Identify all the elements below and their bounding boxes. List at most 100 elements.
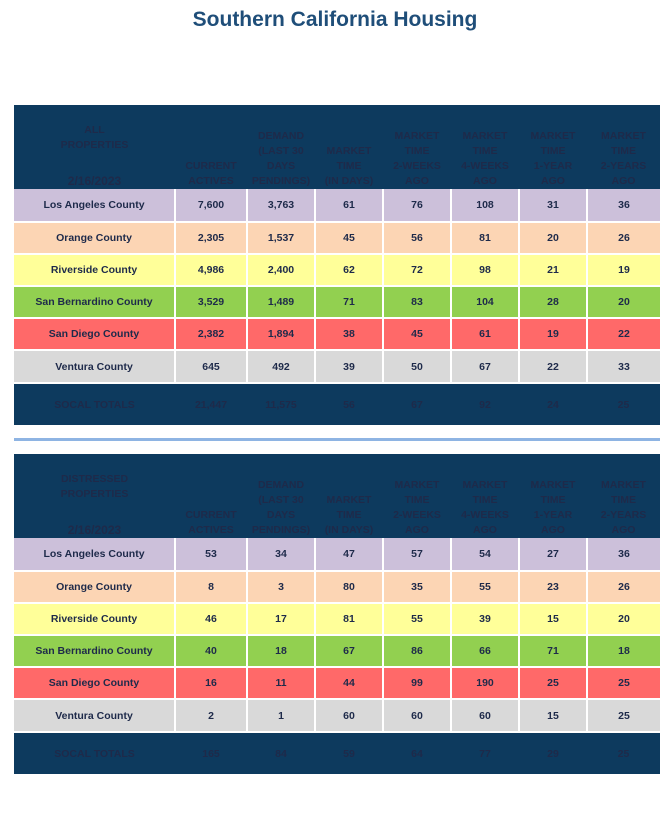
region-name: San Diego County bbox=[14, 667, 175, 700]
column-header-line: DEMAND bbox=[257, 479, 305, 491]
distressed-properties-table: DISTRESSED PROPERTIES 2/16/2023 CURRENT ACTI… bbox=[14, 454, 660, 774]
column-header: MARKET TIME 1-YEAR AGO bbox=[519, 454, 587, 538]
column-header: CURRENT ACTIVES bbox=[175, 105, 247, 189]
table-cell: 26 bbox=[586, 222, 660, 255]
column-header-line: TIME bbox=[610, 494, 637, 506]
table-cell: 99 bbox=[382, 667, 451, 700]
table-cell: 20 bbox=[586, 603, 660, 636]
table-cell: 67 bbox=[314, 635, 383, 668]
column-header-line: 2-YEARS bbox=[600, 509, 647, 521]
column-header-line: (LAST 30 bbox=[258, 494, 304, 506]
column-header-line: 4-WEEKS bbox=[461, 509, 509, 521]
column-header: DEMAND (LAST 30 DAYS PENDINGS) bbox=[247, 454, 315, 538]
table-cell: 53 bbox=[174, 538, 247, 572]
region-name: Ventura County bbox=[14, 350, 175, 384]
column-header-line: 1-YEAR bbox=[533, 509, 573, 521]
column-header-line: ACTIVES bbox=[188, 524, 234, 536]
table-cell: 71 bbox=[518, 635, 587, 668]
table-cell: 25 bbox=[586, 699, 660, 733]
column-header: MARKET TIME 2-YEARS AGO bbox=[587, 105, 660, 189]
column-header-line: AGO bbox=[611, 175, 636, 187]
table-row-los-angeles-county: Los Angeles County 53 34 47 57 54 27 36 bbox=[14, 538, 660, 572]
column-header-line: TIME bbox=[336, 160, 362, 172]
table-cell: 50 bbox=[382, 350, 451, 384]
totals-cell: 25 bbox=[587, 383, 660, 425]
column-header-line: PENDINGS) bbox=[251, 524, 311, 536]
column-header-line: CURRENT bbox=[185, 509, 237, 521]
section-label: ALL PROPERTIES bbox=[14, 123, 175, 153]
table-cell: 66 bbox=[450, 635, 519, 668]
column-header-line: TIME bbox=[404, 494, 430, 506]
table-cell: 36 bbox=[586, 538, 660, 572]
table-row-san-diego-county: San Diego County 2,382 1,894 38 45 61 19 22 bbox=[14, 318, 660, 351]
table-cell: 20 bbox=[586, 286, 660, 319]
section-label-line: PROPERTIES bbox=[60, 139, 129, 151]
table-cell: 22 bbox=[518, 350, 587, 384]
table-row-riverside-county: Riverside County 46 17 81 55 39 15 20 bbox=[14, 603, 660, 636]
column-header-line: MARKET bbox=[326, 494, 372, 506]
table-cell: 55 bbox=[450, 571, 519, 604]
column-header-line: AGO bbox=[405, 175, 429, 187]
column-header-line: DAYS bbox=[266, 509, 296, 521]
totals-cell: 165 bbox=[175, 732, 247, 774]
table-row-san-bernardino-county: San Bernardino County 3,529 1,489 71 83 104 28… bbox=[14, 286, 660, 319]
region-name: Riverside County bbox=[14, 254, 175, 287]
table-cell: 19 bbox=[518, 318, 587, 351]
table-cell: 2,382 bbox=[174, 318, 247, 351]
totals-row: SOCAL TOTALS 165 84 59 64 77 29 25 bbox=[14, 732, 660, 774]
column-header-line: 4-WEEKS bbox=[461, 160, 509, 172]
column-header-line: 2-YEARS bbox=[600, 160, 647, 172]
report-date: 2/16/2023 bbox=[67, 174, 122, 188]
region-name: Orange County bbox=[14, 222, 175, 255]
column-header-line: MARKET bbox=[601, 130, 646, 142]
table-cell: 3,763 bbox=[246, 189, 315, 223]
table-cell: 4,986 bbox=[174, 254, 247, 287]
table-cell: 18 bbox=[246, 635, 315, 668]
column-header-line: (IN DAYS) bbox=[324, 524, 374, 536]
column-header-line: MARKET bbox=[462, 479, 508, 491]
column-header: MARKET TIME 1-YEAR AGO bbox=[519, 105, 587, 189]
table-cell: 61 bbox=[450, 318, 519, 351]
table-cell: 2,305 bbox=[174, 222, 247, 255]
table-row-ventura-county: Ventura County 645 492 39 50 67 22 33 bbox=[14, 350, 660, 384]
column-header-line: AGO bbox=[473, 175, 497, 187]
region-name: San Bernardino County bbox=[14, 635, 175, 668]
table-cell: 60 bbox=[314, 699, 383, 733]
table-cell: 62 bbox=[314, 254, 383, 287]
totals-cell: 67 bbox=[383, 383, 451, 425]
region-name: Orange County bbox=[14, 571, 175, 604]
table-cell: 45 bbox=[382, 318, 451, 351]
table-cell: 38 bbox=[314, 318, 383, 351]
column-header: MARKET TIME 2-WEEKS AGO bbox=[383, 454, 451, 538]
column-header-line: TIME bbox=[404, 145, 430, 157]
column-header-line: DEMAND bbox=[257, 130, 305, 142]
column-header-line: TIME bbox=[610, 145, 637, 157]
totals-cell: 29 bbox=[519, 732, 587, 774]
column-header: CURRENT ACTIVES bbox=[175, 454, 247, 538]
table-cell: 61 bbox=[314, 189, 383, 223]
column-header-line: AGO bbox=[541, 524, 565, 536]
column-header-line: MARKET bbox=[530, 479, 576, 491]
page-title: Southern California Housing bbox=[192, 8, 478, 31]
column-header-line: MARKET bbox=[462, 130, 508, 142]
table-cell: 55 bbox=[382, 603, 451, 636]
table-cell: 25 bbox=[586, 667, 660, 700]
column-header-line: TIME bbox=[472, 145, 498, 157]
table-label: DISTRESSED PROPERTIES 2/16/2023 bbox=[14, 454, 175, 538]
table-cell: 56 bbox=[382, 222, 451, 255]
totals-cell: 77 bbox=[451, 732, 519, 774]
column-header-line: 2-WEEKS bbox=[393, 160, 441, 172]
table-cell: 18 bbox=[586, 635, 660, 668]
section-label: DISTRESSED PROPERTIES bbox=[14, 472, 175, 502]
column-header-line: MARKET bbox=[530, 130, 576, 142]
report-date: 2/16/2023 bbox=[67, 523, 122, 537]
totals-cell: 84 bbox=[247, 732, 315, 774]
region-name: Riverside County bbox=[14, 603, 175, 636]
column-header: MARKET TIME 4-WEEKS AGO bbox=[451, 454, 519, 538]
column-header-line: 2-WEEKS bbox=[393, 509, 441, 521]
column-header: MARKET TIME 4-WEEKS AGO bbox=[451, 105, 519, 189]
totals-label: SOCAL TOTALS bbox=[14, 383, 175, 425]
column-header-line: (LAST 30 bbox=[258, 145, 304, 157]
table-cell: 1,489 bbox=[246, 286, 315, 319]
table-cell: 39 bbox=[314, 350, 383, 384]
